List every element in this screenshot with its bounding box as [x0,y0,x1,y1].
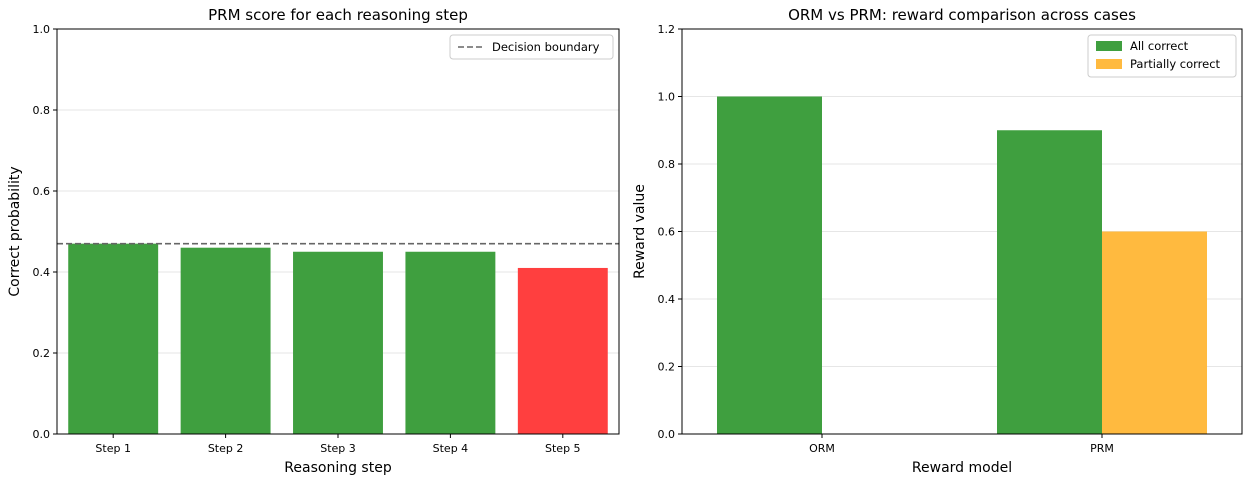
legend-entry-all-correct: All correct [1130,39,1189,53]
x-tick-label: Step 5 [545,442,581,455]
x-tick-label: PRM [1090,442,1114,455]
y-tick-label: 0.2 [33,347,51,360]
x-tick-label: Step 4 [433,442,469,455]
legend-entry-partially-correct: Partially correct [1130,57,1221,71]
y-tick-label: 0.4 [33,266,51,279]
y-tick-label: 1.0 [658,91,676,104]
x-ticks: Step 1 Step 2 Step 3 Step 4 Step 5 [95,434,581,455]
y-tick-label: 0.8 [33,104,51,117]
bar-step-5 [517,267,608,434]
y-tick-label: 1.2 [658,23,676,36]
bars [717,96,1207,434]
legend-box [1087,34,1237,78]
bar-step-3 [293,251,383,434]
bar-orm-all-correct [717,96,822,434]
orm-vs-prm-chart: 0.0 0.2 0.4 0.6 0.8 1.0 1.2 ORM PRM ORM vs PRM:… [632,6,1243,476]
bar-step-1 [68,243,159,434]
legend-swatch-all-correct [1096,41,1122,51]
y-tick-label: 0.6 [33,185,51,198]
legend-box [449,34,614,60]
x-tick-label: Step 1 [95,442,131,455]
y-tick-label: 0.4 [658,293,676,306]
x-tick-label: ORM [809,442,835,455]
prm-step-chart: 0.00.20.40.60.81.0 Step 1 Step 2 Step 3 Ste… [7,6,620,476]
legend-swatch-partially-correct [1096,59,1122,69]
bar-step-2 [180,247,271,434]
y-tick-label: 0.6 [658,226,676,239]
bars [68,243,608,434]
y-tick-label: 0.8 [658,158,676,171]
x-tick-label: Step 2 [208,442,244,455]
bar-step-4 [405,251,496,434]
legend-entry-decision-boundary: Decision boundary [492,40,600,54]
chart-title: ORM vs PRM: reward comparison across cas… [788,6,1136,24]
legend: All correct Partially correct [1087,34,1237,78]
y-tick-label: 0.0 [33,428,51,441]
y-tick-label: 0.2 [658,361,676,374]
y-axis-label: Reward value [632,184,648,279]
y-ticks: 0.0 0.2 0.4 0.6 0.8 1.0 1.2 [658,23,682,441]
bar-prm-partially-correct [1102,231,1207,434]
y-tick-label: 0.0 [658,428,676,441]
x-axis-label: Reasoning step [284,460,392,476]
y-tick-label: 1.0 [33,23,51,36]
x-tick-label: Step 3 [320,442,356,455]
chart-title: PRM score for each reasoning step [208,6,468,24]
y-axis-label: Correct probability [7,166,23,296]
legend: Decision boundary [449,34,614,60]
x-axis-label: Reward model [912,460,1012,476]
x-ticks: ORM PRM [809,434,1114,455]
y-ticks: 0.0 0.2 0.4 0.6 0.8 1.0 [33,23,57,441]
bar-prm-all-correct [997,130,1102,434]
